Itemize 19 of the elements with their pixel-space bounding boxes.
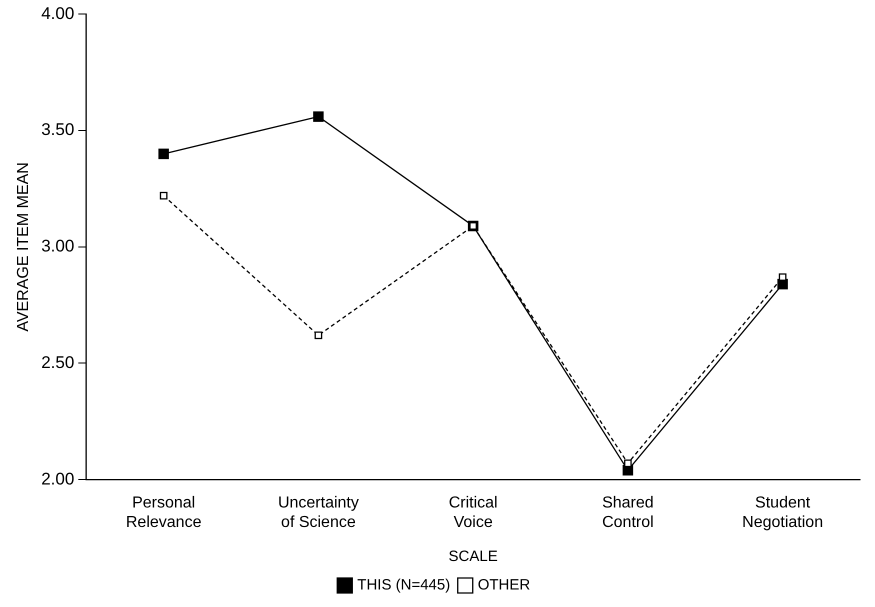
y-tick-label: 2.50: [41, 352, 74, 372]
x-tick-label: Shared Control: [602, 494, 654, 531]
point: [158, 148, 169, 160]
x-tick-label: Personal Relevance: [126, 494, 202, 531]
y-axis-title: AVERAGE ITEM MEAN: [15, 162, 32, 332]
y-tick-label: 2.00: [41, 469, 74, 488]
y-tick-label: 3.00: [41, 236, 74, 256]
legend-label: OTHER: [478, 576, 530, 594]
x-tick-label: Critical Voice: [448, 494, 498, 531]
x-axis-title: SCALE: [448, 548, 498, 566]
y-tick-label: 3.50: [41, 120, 74, 140]
point: [778, 273, 786, 281]
point: [313, 111, 324, 122]
y-tick-label: 4.00: [41, 4, 74, 23]
legend-label: THIS (N=445): [357, 576, 450, 594]
x-tick-label: Student Negotiation: [742, 494, 824, 531]
point: [314, 331, 322, 340]
x-tick-label: Uncertainty of Science: [278, 494, 359, 531]
point: [160, 192, 168, 200]
